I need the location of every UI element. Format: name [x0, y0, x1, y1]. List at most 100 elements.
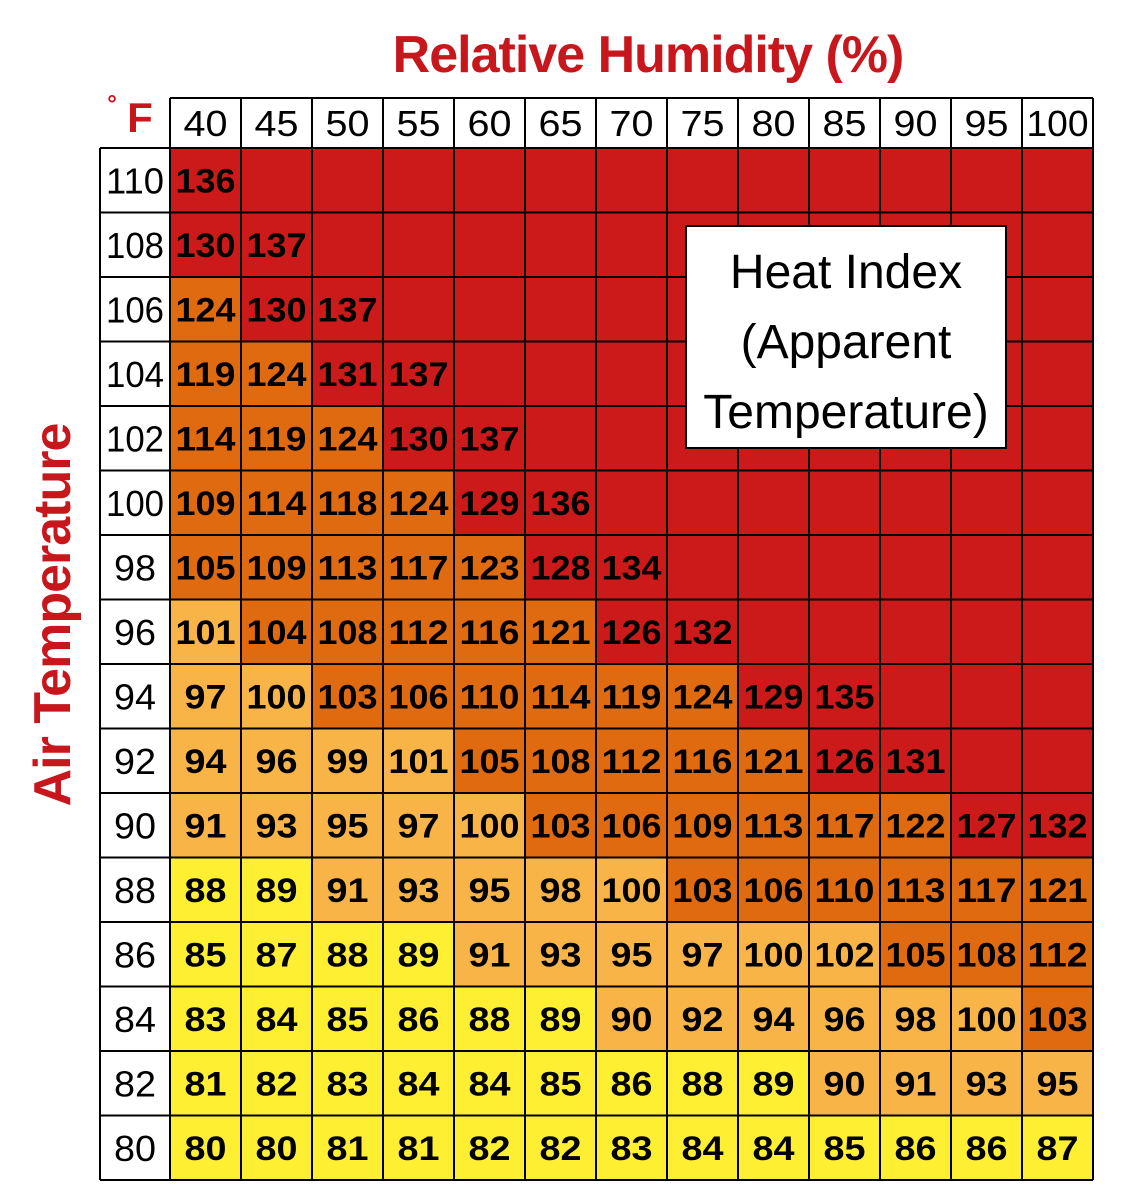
heat-cell: [738, 1115, 810, 1181]
heat-cell: [738, 728, 810, 794]
cell-value-label: 89: [256, 872, 298, 910]
heat-cell: [596, 277, 668, 342]
y-tick-label: 106: [106, 289, 164, 330]
heat-cell: [1022, 664, 1094, 729]
cell-value-label: 117: [957, 872, 1017, 910]
heat-cell: [241, 406, 313, 471]
heat-cell: [454, 212, 526, 278]
cell-value-label: 112: [1028, 936, 1088, 974]
heat-cell: [596, 728, 668, 794]
heat-cell: [880, 793, 952, 858]
cell-value-label: 102: [815, 936, 875, 974]
cell-value-label: 124: [673, 678, 733, 716]
heat-cell: [667, 664, 739, 729]
cell-value-label: 106: [744, 872, 804, 910]
heat-cell: [454, 1115, 526, 1181]
heat-cell: [525, 277, 597, 342]
cell-value-label: 88: [682, 1065, 724, 1103]
heat-cell: [951, 664, 1023, 729]
heat-cell: [809, 470, 881, 536]
legend-box-bg: [685, 225, 1007, 449]
cell-value-label: 86: [966, 1130, 1008, 1168]
heat-cell: [241, 857, 313, 923]
heat-cell: [596, 857, 668, 923]
cell-value-label: 90: [611, 1001, 653, 1039]
cell-value-label: 108: [957, 936, 1017, 974]
heat-cell: [525, 728, 597, 794]
heat-cell: [596, 986, 668, 1052]
heat-cell: [1022, 986, 1094, 1052]
cell-value-label: 109: [247, 549, 307, 587]
column-header-bg: [170, 98, 1093, 148]
cell-value-label: 109: [673, 807, 733, 845]
heat-cell: [809, 922, 881, 987]
cell-value-label: 101: [389, 743, 449, 781]
cell-value-label: 105: [460, 743, 520, 781]
cell-value-label: 106: [389, 678, 449, 716]
cell-value-label: 137: [460, 420, 520, 458]
cell-value-label: 117: [389, 549, 449, 587]
heat-cell: [383, 470, 455, 536]
cell-value-label: 110: [815, 872, 875, 910]
cell-value-label: 106: [602, 807, 662, 845]
cell-value-label: 137: [318, 291, 378, 329]
x-tick-label: 85: [823, 103, 867, 144]
heat-cell: [525, 664, 597, 729]
unit-letter: F: [127, 94, 153, 141]
heat-cell: [312, 341, 384, 407]
cell-value-label: 105: [176, 549, 236, 587]
x-tick-label: 45: [255, 103, 299, 144]
cell-value-label: 83: [185, 1001, 227, 1039]
heat-cell: [667, 986, 739, 1052]
cell-value-label: 86: [398, 1001, 440, 1039]
cell-value-label: 88: [185, 872, 227, 910]
cell-value-label: 91: [469, 936, 511, 974]
heat-cell: [383, 212, 455, 278]
cell-value-label: 84: [469, 1065, 511, 1103]
heat-cell: [170, 664, 242, 729]
heat-cell: [667, 148, 739, 213]
heat-cell: [951, 148, 1023, 213]
cell-value-label: 137: [247, 227, 307, 265]
heat-cell: [525, 599, 597, 665]
y-tick-label: 100: [106, 483, 164, 524]
cell-value-label: 127: [957, 807, 1017, 845]
x-tick-label: 40: [184, 103, 228, 144]
legend-box: Heat Index (Apparent Temperature): [685, 225, 1007, 449]
cell-value-label: 96: [824, 1001, 866, 1039]
cell-value-label: 100: [602, 872, 662, 910]
heat-cell: [880, 857, 952, 923]
cell-value-label: 103: [673, 872, 733, 910]
cell-value-label: 91: [185, 807, 227, 845]
cell-value-label: 90: [824, 1065, 866, 1103]
cell-value-label: 104: [247, 614, 307, 652]
heat-cell: [312, 986, 384, 1052]
heat-cell: [383, 148, 455, 213]
heat-cell: [312, 406, 384, 471]
heat-cell: [880, 728, 952, 794]
x-tick-label: 100: [1027, 103, 1089, 144]
cell-value-label: 136: [176, 162, 236, 200]
cell-value-label: 116: [673, 743, 733, 781]
heat-cell: [170, 148, 242, 213]
cell-value-label: 137: [389, 356, 449, 394]
cell-value-label: 135: [815, 678, 875, 716]
heat-cell: [241, 664, 313, 729]
y-tick-label: 110: [106, 160, 164, 201]
cell-value-label: 126: [815, 743, 875, 781]
heat-cell: [667, 793, 739, 858]
y-tick-label: 96: [114, 612, 156, 653]
heat-cell: [241, 148, 313, 213]
cell-value-label: 114: [531, 678, 591, 716]
cell-value-label: 130: [176, 227, 236, 265]
cell-value-label: 95: [1037, 1065, 1079, 1103]
heat-cell: [951, 535, 1023, 600]
heat-cell: [312, 277, 384, 342]
cell-value-label: 93: [966, 1065, 1008, 1103]
cell-value-label: 124: [247, 356, 307, 394]
cell-value-label: 117: [815, 807, 875, 845]
cell-value-label: 130: [247, 291, 307, 329]
cell-value-label: 88: [469, 1001, 511, 1039]
heat-cell: [454, 470, 526, 536]
heat-cell: [667, 1051, 739, 1116]
